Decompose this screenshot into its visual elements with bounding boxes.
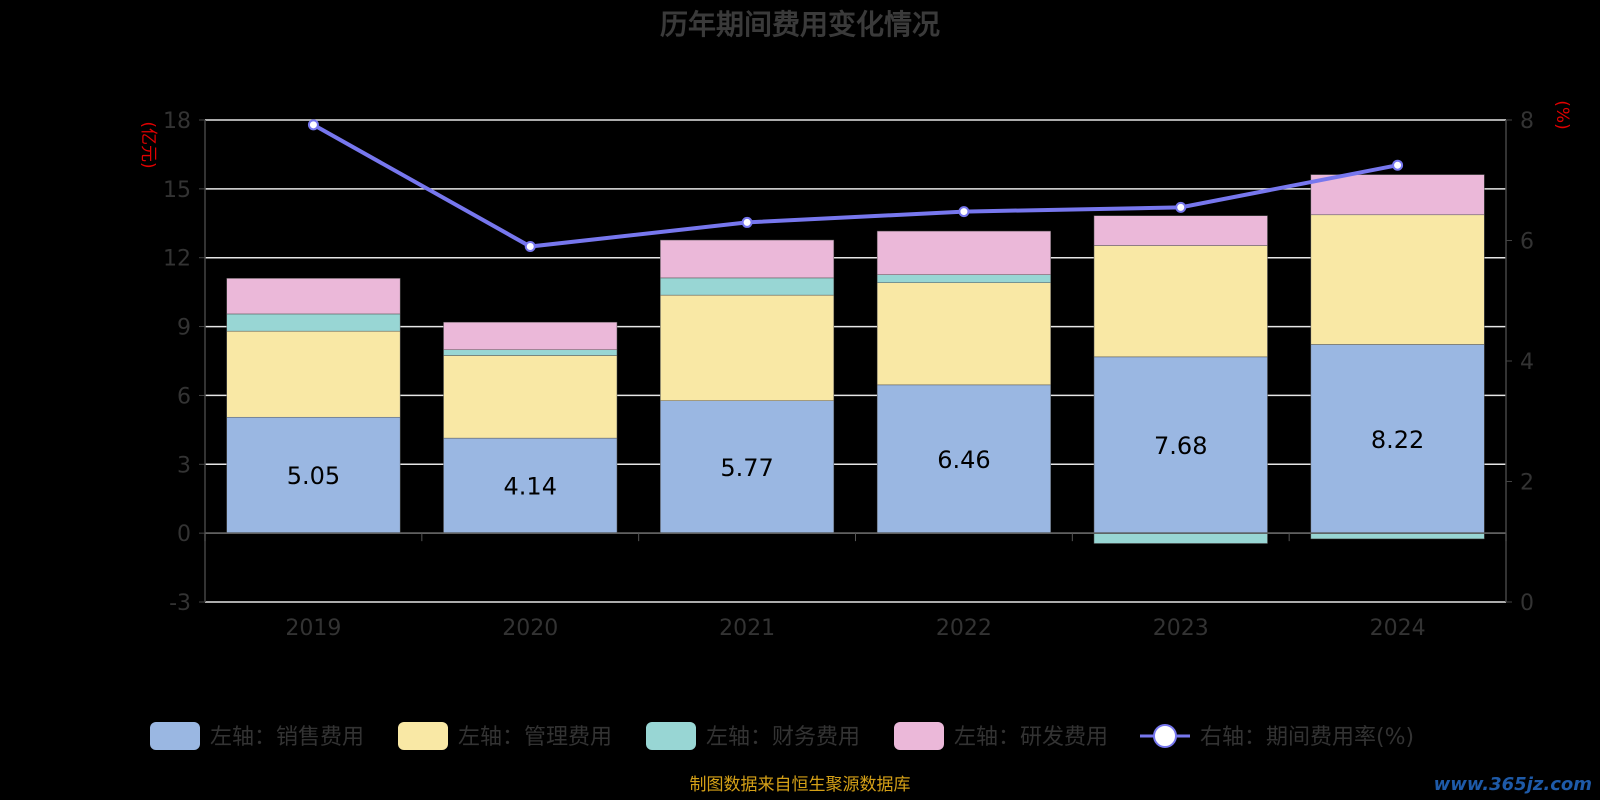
legend-swatch — [398, 722, 448, 750]
data-label: 5.05 — [287, 462, 340, 490]
x-tick-label: 2024 — [1370, 616, 1426, 641]
bar-segment — [876, 384, 1051, 534]
bar-segment — [660, 294, 835, 401]
x-tick-label: 2022 — [936, 616, 992, 641]
bar-segment — [443, 355, 618, 439]
legend-swatch — [894, 722, 944, 750]
data-label: 6.46 — [937, 446, 990, 474]
data-label: 5.77 — [720, 454, 773, 482]
right-tick-label: 4 — [1520, 350, 1534, 375]
bar-segment — [443, 349, 618, 356]
right-tick-label: 8 — [1520, 109, 1534, 134]
axes: -3 0 3 6 9 12 15 18 0 2 4 6 8 2019 2020 2021 2022 2023 202… — [163, 109, 1534, 641]
source-note: 制图数据来自恒生聚源数据库 — [690, 775, 911, 795]
rate-line-path — [312, 123, 1398, 249]
bar-segment — [443, 321, 618, 351]
bar-segment — [660, 277, 835, 296]
data-label: 8.22 — [1371, 426, 1424, 454]
left-tick-label: 15 — [163, 178, 191, 203]
bar-segment — [1310, 174, 1485, 216]
bar-segment — [1093, 215, 1268, 246]
right-tick-label: 6 — [1520, 230, 1534, 255]
bar-segment — [1310, 214, 1485, 345]
bar-segment — [1093, 356, 1268, 534]
bar-segment — [876, 230, 1051, 275]
chart-title: 历年期间费用变化情况 — [660, 8, 940, 41]
bar-segment — [876, 282, 1051, 386]
legend-label: 左轴：销售费用 — [210, 725, 364, 750]
data-label: 7.68 — [1154, 432, 1207, 460]
legend-swatch — [646, 722, 696, 750]
right-tick-label: 2 — [1520, 471, 1534, 496]
bar-segment — [226, 330, 401, 418]
left-axis-unit: (亿元) — [138, 121, 158, 168]
watermark: www.365jz.com — [1434, 774, 1592, 795]
rate-point — [524, 241, 536, 253]
bar-segment — [1310, 532, 1485, 540]
right-axis-unit: (%) — [1552, 100, 1572, 129]
data-labels: 5.05 4.14 5.77 6.46 7.68 8.22 — [287, 426, 1425, 501]
legend-marker — [1153, 724, 1177, 748]
x-tick-label: 2020 — [502, 616, 558, 641]
bar-segment — [226, 416, 401, 534]
x-tick-label: 2023 — [1153, 616, 1209, 641]
bar-segment — [226, 278, 401, 315]
left-tick-label: 6 — [177, 384, 191, 409]
bar-segment — [226, 313, 401, 332]
left-tick-label: 12 — [163, 247, 191, 272]
rate-line — [307, 119, 1404, 253]
rate-point — [307, 119, 319, 131]
rate-point — [1175, 201, 1187, 213]
x-tick-label: 2019 — [285, 616, 341, 641]
legend-label: 左轴：研发费用 — [954, 725, 1108, 750]
left-tick-label: 3 — [177, 453, 191, 478]
bar-segment — [660, 239, 835, 279]
bars — [226, 174, 1485, 544]
right-tick-label: 0 — [1520, 591, 1534, 616]
rate-point — [958, 206, 970, 218]
legend: 左轴：销售费用 左轴：管理费用 左轴：财务费用 左轴：研发费用 右轴：期间费用率(%) — [150, 722, 1414, 750]
legend-swatch — [150, 722, 200, 750]
legend-label: 左轴：财务费用 — [706, 725, 860, 750]
left-tick-label: 0 — [177, 522, 191, 547]
bar-segment — [1093, 245, 1268, 358]
left-tick-label: -3 — [169, 591, 191, 616]
left-tick-label: 18 — [163, 109, 191, 134]
data-label: 4.14 — [504, 473, 557, 501]
legend-label: 右轴：期间费用率(%) — [1200, 725, 1414, 750]
rate-point — [741, 216, 753, 228]
rate-point — [1392, 159, 1404, 171]
left-tick-label: 9 — [177, 316, 191, 341]
bar-segment — [443, 437, 618, 534]
bar-segment — [876, 274, 1051, 283]
legend-label: 左轴：管理费用 — [458, 725, 612, 750]
bar-segment — [1093, 532, 1268, 544]
x-tick-label: 2021 — [719, 616, 775, 641]
bar-segment — [660, 400, 835, 534]
bar-segment — [1310, 344, 1485, 534]
